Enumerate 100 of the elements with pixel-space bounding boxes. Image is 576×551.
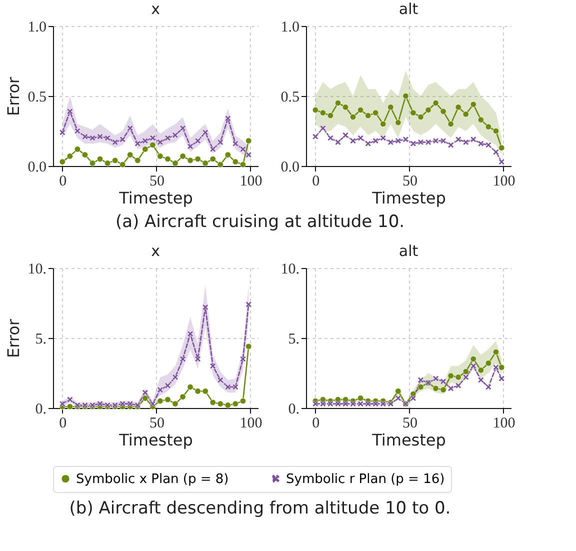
point: [89, 134, 96, 142]
point: [478, 140, 484, 147]
point: [66, 153, 74, 160]
legend-label: Symbolic x Plan (p = 8): [76, 472, 229, 487]
point: [194, 138, 201, 144]
x-axis-title: Timestep: [118, 430, 193, 450]
x-tick-label: 0: [312, 174, 320, 190]
point: [372, 110, 379, 116]
point: [59, 129, 66, 136]
point: [410, 395, 416, 402]
y-tick-label: 1.0: [280, 20, 300, 36]
point: [157, 386, 164, 393]
x-tick-label: 50: [402, 416, 418, 432]
point: [126, 152, 134, 158]
x-tick-label: 100: [240, 416, 262, 432]
point: [334, 139, 342, 146]
x-tick-label: 50: [149, 174, 164, 190]
point: [66, 396, 74, 403]
point: [462, 374, 469, 380]
point: [172, 374, 178, 380]
y-tick-label: 0.: [35, 402, 46, 418]
point: [455, 374, 462, 380]
point: [380, 134, 386, 142]
point: [82, 152, 88, 158]
point: [492, 348, 500, 356]
point: [402, 92, 409, 100]
point: [245, 138, 252, 144]
point: [96, 400, 104, 407]
point: [180, 356, 186, 362]
point: [470, 356, 476, 362]
point: [334, 100, 342, 106]
point: [357, 134, 364, 142]
point: [172, 400, 178, 407]
x-tick-label: 0: [59, 174, 67, 190]
point: [440, 108, 446, 115]
point: [372, 138, 379, 144]
point: [142, 395, 148, 402]
point: [150, 142, 156, 148]
point: [357, 106, 364, 114]
point: [224, 402, 232, 408]
point: [187, 143, 194, 150]
point: [164, 156, 171, 162]
point: [380, 120, 386, 128]
point: [119, 136, 126, 143]
point: [232, 158, 239, 165]
chart-title: x: [151, 242, 160, 260]
point: [492, 364, 500, 371]
point: [478, 376, 484, 384]
point: [59, 158, 66, 165]
point: [395, 395, 402, 402]
point: [425, 139, 432, 146]
x-tick-label: 50: [149, 416, 164, 432]
point: [440, 138, 446, 144]
point: [172, 160, 178, 166]
point: [312, 133, 319, 140]
point: [217, 400, 224, 407]
x-tick-label: 100: [492, 416, 516, 432]
y-tick-label: 10.: [280, 262, 300, 278]
point: [388, 139, 394, 146]
point: [202, 304, 208, 310]
point: [342, 104, 349, 110]
point: [157, 398, 164, 404]
point: [327, 400, 334, 407]
point: [455, 104, 462, 110]
y-tick-label: 5.: [288, 332, 300, 348]
point: [410, 110, 416, 116]
point: [350, 138, 356, 144]
point: [357, 395, 364, 402]
text: (b) Aircraft descending from altitude 10 to 0.: [69, 498, 451, 518]
point: [150, 400, 156, 407]
y-tick-label: 5.: [35, 332, 46, 348]
point: [498, 158, 505, 165]
point: [224, 384, 232, 390]
point: [74, 128, 81, 134]
point: [194, 156, 201, 162]
point: [462, 111, 469, 118]
point: [89, 160, 96, 166]
x-tick-label: 0: [312, 416, 320, 432]
point: [164, 396, 171, 403]
point: [96, 156, 104, 162]
point: [187, 384, 194, 390]
point: [432, 100, 439, 106]
point: [312, 400, 319, 407]
point: [104, 160, 111, 166]
point: [74, 146, 81, 152]
point: [126, 125, 134, 132]
point: [327, 134, 334, 142]
point: [470, 136, 476, 143]
chart-title: alt: [398, 242, 418, 260]
point: [82, 133, 88, 140]
point: [232, 384, 239, 390]
y-tick-label: 0.0: [280, 160, 300, 176]
point: [448, 372, 454, 379]
point: [418, 376, 424, 384]
point: [104, 134, 111, 142]
point: [342, 132, 349, 138]
point: [395, 119, 402, 126]
point: [327, 112, 334, 119]
chart-title: x: [151, 0, 160, 18]
point: [395, 138, 402, 144]
